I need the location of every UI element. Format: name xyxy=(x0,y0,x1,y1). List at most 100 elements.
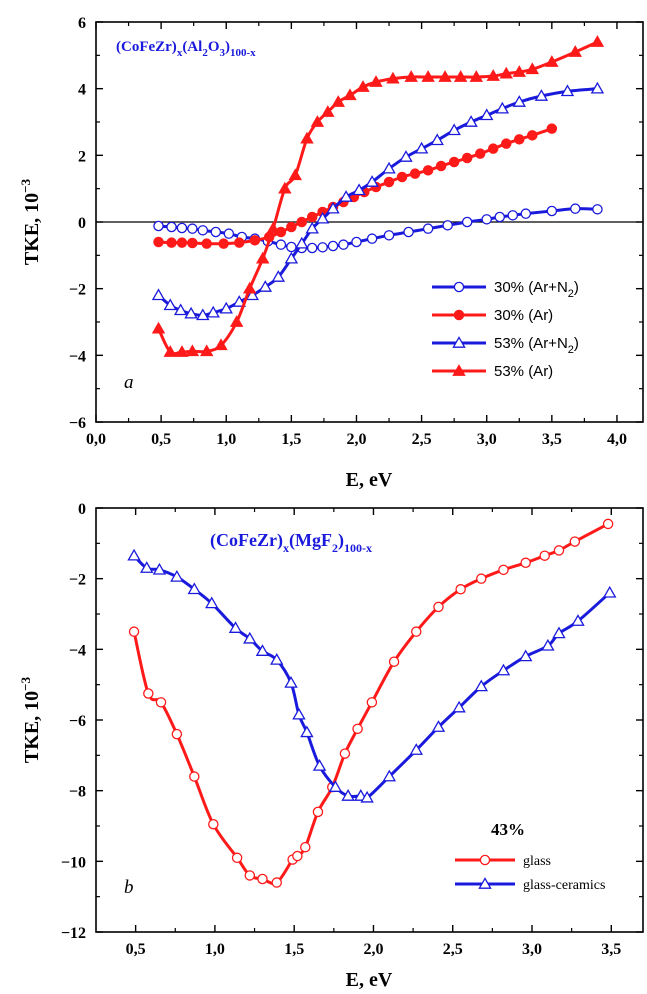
y-tick-label: −2 xyxy=(69,572,86,589)
x-tick-label: 1,0 xyxy=(216,431,236,448)
data-point-0 xyxy=(300,841,311,853)
data-point-0 xyxy=(602,518,614,530)
panel-a-letter: a xyxy=(124,372,134,393)
y-tick-label: 0 xyxy=(78,215,86,232)
data-point-1 xyxy=(452,700,466,713)
data-point-2 xyxy=(232,295,246,307)
data-point-2 xyxy=(196,308,210,321)
data-point-0 xyxy=(223,228,235,239)
data-point-3 xyxy=(163,345,177,357)
data-point-3 xyxy=(438,70,452,82)
panel-b-plot-frame xyxy=(95,507,644,933)
data-point-2 xyxy=(512,95,526,107)
x-tick-label: 2,0 xyxy=(346,431,366,448)
data-point-0 xyxy=(476,573,487,584)
data-point-0 xyxy=(433,601,444,613)
data-point-1 xyxy=(474,148,486,159)
data-point-0 xyxy=(352,723,363,735)
data-point-2 xyxy=(495,101,510,114)
data-point-2 xyxy=(151,288,166,301)
data-point-0 xyxy=(231,852,243,864)
y-tick-label: 6 xyxy=(78,15,86,32)
data-point-0 xyxy=(338,239,349,250)
data-point-1 xyxy=(284,675,298,688)
legend-marker xyxy=(452,364,466,376)
panel-a-y-axis-title: TKE, 10−3 xyxy=(18,178,43,265)
panel-b-series xyxy=(127,518,617,888)
data-point-0 xyxy=(498,564,509,576)
panel-b-ticks: 0,5 1,0 1,5 2,0 2,5 3,0 3,5 −12 −10 −8 −6 −4 −2 0 xyxy=(61,501,643,958)
data-point-2 xyxy=(295,236,309,249)
data-point-2 xyxy=(464,115,478,127)
data-point-0 xyxy=(403,226,414,238)
data-point-0 xyxy=(317,242,328,253)
data-point-0 xyxy=(422,223,434,234)
x-tick-label: 1,0 xyxy=(205,941,225,958)
data-point-1 xyxy=(300,725,314,738)
data-point-1 xyxy=(218,238,229,249)
x-tick-label: 2,5 xyxy=(412,431,432,448)
data-point-2 xyxy=(326,201,340,214)
data-point-1 xyxy=(383,176,395,188)
data-point-3 xyxy=(369,75,383,87)
data-point-2 xyxy=(173,303,188,316)
panel-a-legend: 30% (Ar+N2) 30% (Ar) 53% (Ar+N2) 53% (Ar) xyxy=(432,279,579,380)
data-point-1 xyxy=(228,621,243,633)
data-point-1 xyxy=(153,236,164,248)
panel-b-formula: (CoFeZr)x(MgF2)100-x xyxy=(210,530,372,555)
data-point-0 xyxy=(153,220,164,232)
data-point-0 xyxy=(546,205,558,217)
data-point-3 xyxy=(486,69,500,81)
data-point-2 xyxy=(258,280,273,292)
data-point-1 xyxy=(518,649,533,662)
data-point-0 xyxy=(339,748,351,759)
data-point-2 xyxy=(430,133,444,146)
data-point-0 xyxy=(351,236,362,248)
legend-label: 30% (Ar+N2) xyxy=(494,279,579,300)
legend-label: 53% (Ar+N2) xyxy=(494,335,579,356)
data-point-0 xyxy=(366,697,378,708)
data-point-0 xyxy=(306,242,318,254)
data-point-1 xyxy=(474,679,488,692)
data-point-3 xyxy=(469,70,484,82)
data-point-1 xyxy=(243,631,257,644)
legend-title: 43% xyxy=(491,820,525,839)
series-line-1 xyxy=(132,554,611,801)
data-point-1 xyxy=(187,237,198,249)
data-point-2 xyxy=(447,123,461,136)
data-point-3 xyxy=(229,315,244,327)
data-point-3 xyxy=(545,55,559,67)
y-tick-label: −2 xyxy=(69,282,86,299)
data-point-0 xyxy=(171,728,183,740)
x-tick-label: 1,5 xyxy=(284,941,304,958)
data-point-1 xyxy=(205,596,219,609)
data-point-2 xyxy=(560,84,575,97)
x-tick-label: 3,0 xyxy=(522,941,542,958)
data-point-3 xyxy=(300,131,314,144)
data-point-3 xyxy=(386,71,400,84)
data-point-0 xyxy=(494,211,505,223)
data-point-0 xyxy=(507,210,519,221)
data-point-0 xyxy=(383,230,395,241)
data-point-3 xyxy=(525,62,540,75)
data-point-1 xyxy=(201,238,212,249)
data-point-2 xyxy=(305,221,319,234)
data-point-2 xyxy=(352,183,366,196)
data-point-0 xyxy=(411,626,422,637)
data-point-0 xyxy=(176,222,188,234)
y-tick-label: −8 xyxy=(69,784,86,801)
legend-label: glass xyxy=(523,854,551,869)
data-point-1 xyxy=(496,663,511,676)
data-point-3 xyxy=(321,105,335,117)
y-tick-label: −10 xyxy=(61,854,86,871)
data-point-1 xyxy=(296,216,308,228)
data-point-0 xyxy=(143,688,154,699)
data-point-0 xyxy=(187,223,198,234)
data-point-0 xyxy=(244,870,256,881)
data-point-1 xyxy=(541,638,555,651)
data-point-1 xyxy=(306,211,318,223)
x-tick-label: 0,5 xyxy=(126,941,146,958)
panel-b-y-axis-title: TKE, 10−3 xyxy=(18,676,43,763)
legend-label: 30% (Ar) xyxy=(494,307,553,324)
